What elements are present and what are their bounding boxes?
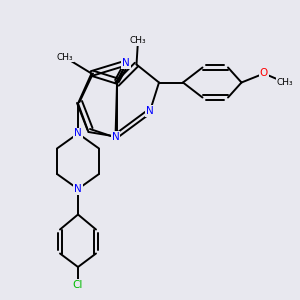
Text: CH₃: CH₃ xyxy=(56,52,73,62)
Text: N: N xyxy=(122,58,130,68)
Text: Cl: Cl xyxy=(73,280,83,290)
Text: N: N xyxy=(74,128,82,139)
Text: N: N xyxy=(112,131,119,142)
Text: O: O xyxy=(260,68,268,79)
Text: N: N xyxy=(74,184,82,194)
Text: N: N xyxy=(146,106,154,116)
Text: CH₃: CH₃ xyxy=(130,36,146,45)
Text: CH₃: CH₃ xyxy=(277,78,293,87)
